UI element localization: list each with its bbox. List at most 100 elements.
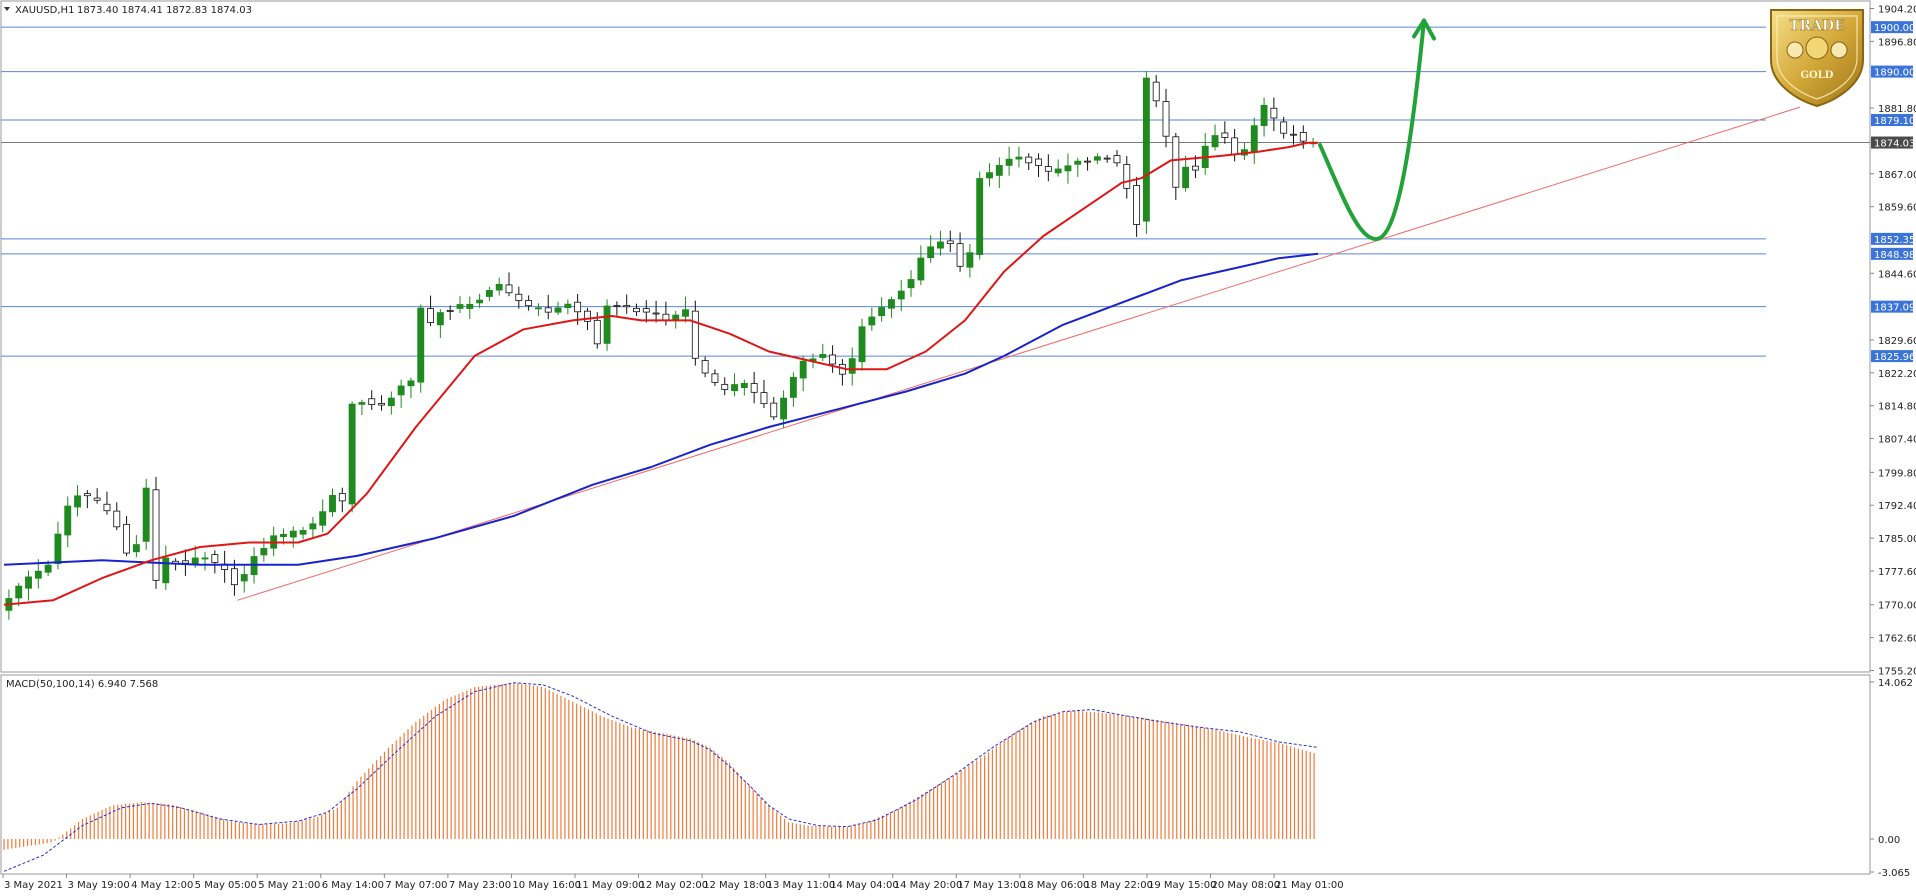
candle-body [1290, 133, 1297, 136]
level-price-label: 1900.00 [1874, 23, 1915, 34]
candle-body [1250, 125, 1258, 152]
candle-body [662, 313, 670, 321]
candle-body [946, 240, 954, 245]
candle-body [770, 402, 778, 418]
candle-body [966, 252, 974, 268]
forecast-curve[interactable] [1318, 18, 1426, 242]
candle-body [888, 299, 895, 309]
candle-body [25, 576, 32, 589]
candle-body [1231, 137, 1239, 156]
trendlines[interactable] [237, 106, 1801, 601]
candle-body [181, 560, 189, 564]
y-tick-label: 1867.00 [1878, 170, 1916, 181]
x-tick-label: 18 May 06:00 [1021, 880, 1090, 891]
y-tick-label: 1799.80 [1878, 468, 1916, 479]
candle-body [682, 309, 689, 317]
candle-body [132, 544, 140, 553]
level-price-label: 1852.35 [1874, 235, 1915, 246]
candle-body [1211, 135, 1219, 148]
x-tick-label: 12 May 02:00 [640, 880, 709, 891]
y-tick-label: 1814.80 [1878, 402, 1916, 413]
x-tick-label: 21 May 01:00 [1275, 880, 1344, 891]
candle-body [731, 384, 738, 392]
candle-body [338, 493, 346, 502]
candle-body [750, 383, 758, 393]
x-tick-label: 19 May 15:00 [1148, 880, 1217, 891]
candle-body [407, 380, 415, 387]
candle-body [937, 241, 944, 249]
macd-plot-frame [0, 674, 1871, 875]
x-tick-label: 5 May 21:00 [258, 880, 320, 891]
price-axis[interactable]: 1904.20 1896.80 1881.80 1867.00 1859.60 1844.… [1870, 5, 1916, 678]
candle-body [83, 493, 91, 497]
candle-body [456, 304, 464, 309]
current-price-label: 1874.03 [1874, 139, 1915, 150]
candle-body [1044, 166, 1052, 172]
candle-body [1299, 132, 1307, 142]
candle-body [378, 403, 385, 406]
macd-signal-line [3, 682, 1319, 872]
candle-body [1270, 107, 1278, 119]
candle-body [976, 178, 984, 255]
candle-body [544, 307, 552, 313]
level-price-box [1871, 65, 1913, 78]
level-price-box [1871, 114, 1913, 127]
candle-body [711, 373, 719, 383]
candle-body [613, 305, 621, 307]
x-tick-label: 4 May 12:00 [131, 880, 193, 891]
candle-body [819, 354, 827, 358]
candle-body [760, 392, 768, 405]
y-tick-label: 1896.80 [1878, 37, 1916, 48]
candle-body [54, 533, 62, 565]
candle-body [927, 246, 935, 259]
level-price-box [1871, 21, 1913, 34]
candle-body [436, 312, 444, 326]
candle-body [113, 510, 121, 528]
candle-body [348, 403, 356, 505]
time-axis[interactable]: 3 May 2021 3 May 19:00 4 May 12:00 5 May 05… [2, 874, 1344, 891]
y-tick-label: 1755.20 [1878, 667, 1916, 678]
candle-body [240, 574, 248, 582]
x-tick-label: 13 May 11:00 [767, 880, 836, 891]
candle-body [1133, 185, 1141, 225]
y-tick-label: 1904.20 [1878, 5, 1916, 16]
level-price-label: 1879.10 [1874, 116, 1915, 127]
candle-body [917, 257, 925, 281]
horizontal-levels[interactable]: 1900.00 1890.00 1879.10 1852.35 1848.98 1837.… [1, 21, 1915, 363]
candle-body [652, 312, 660, 315]
candle-body [956, 243, 964, 267]
ascending-trendline[interactable] [237, 106, 1801, 601]
candle-body [476, 299, 484, 304]
candle-body [289, 530, 297, 538]
candle-body [485, 290, 493, 297]
main-plot-frame [0, 0, 1871, 673]
candle-body [191, 557, 199, 565]
candle-body [829, 354, 837, 365]
candle-body [1123, 164, 1131, 189]
candle-body [642, 308, 650, 313]
candle-body [897, 290, 905, 300]
candle-body [417, 307, 425, 383]
arrow-up-icon[interactable] [1412, 18, 1436, 41]
candle-body [1172, 136, 1180, 188]
y-tick-label: 1785.00 [1878, 534, 1916, 545]
candle-body [1162, 101, 1170, 137]
candle-body [368, 398, 376, 405]
forecast-arrow[interactable] [1318, 18, 1436, 242]
candle-body [1260, 104, 1268, 126]
candle-body [986, 172, 993, 179]
candle-body [358, 402, 366, 405]
candle-body [701, 360, 709, 374]
dropdown-triangle-icon[interactable] [4, 7, 10, 11]
y-tick-label: 1762.60 [1878, 634, 1916, 645]
candle-body [329, 494, 336, 513]
candle-body [515, 293, 523, 301]
x-tick-label: 14 May 04:00 [830, 880, 899, 891]
level-price-box [1871, 247, 1913, 260]
candle-body [868, 316, 876, 326]
y-tick-label: 1792.40 [1878, 501, 1916, 512]
candle-body [878, 307, 886, 317]
macd-label: MACD(50,100,14) 6.940 7.568 [6, 679, 158, 690]
candle-body [1093, 156, 1101, 161]
